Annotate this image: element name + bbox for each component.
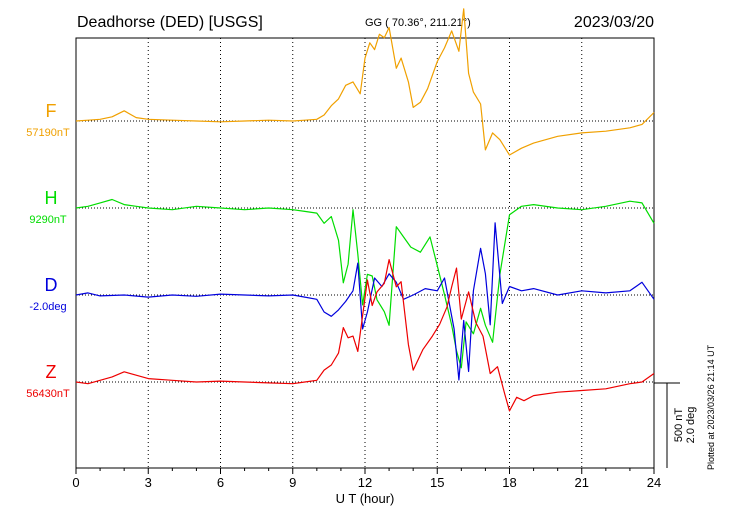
scale-bar: 500 nT 2.0 deg bbox=[654, 382, 697, 468]
series-baseline-h: 9290nT bbox=[29, 214, 67, 226]
scale-bar-deg-label: 2.0 deg bbox=[685, 407, 697, 444]
series-baseline-d: -2.0deg bbox=[29, 301, 66, 313]
x-tick-label: 3 bbox=[145, 475, 152, 490]
series-baseline-f: 57190nT bbox=[26, 127, 70, 139]
date-label: 2023/03/20 bbox=[574, 14, 654, 31]
series-line-f bbox=[75, 8, 655, 156]
x-axis-ticks: 0 3 6 9 12 15 18 21 24 bbox=[72, 468, 661, 490]
x-tick-label: 12 bbox=[358, 475, 372, 490]
x-tick-label: 18 bbox=[502, 475, 516, 490]
x-tick-label: 21 bbox=[575, 475, 589, 490]
series-name-h: H bbox=[45, 188, 58, 208]
x-axis-label: U T (hour) bbox=[336, 491, 395, 506]
plotted-timestamp: Plotted at 2023/03/26 21:14 UT bbox=[706, 344, 716, 470]
series-line-z bbox=[75, 259, 655, 412]
coordinates-label: GG ( 70.36°, 211.21°) bbox=[365, 17, 471, 29]
x-tick-label: 9 bbox=[289, 475, 296, 490]
series-labels: F 57190nT H 9290nT D -2.0deg Z 56430nT bbox=[26, 101, 70, 400]
series-lines bbox=[75, 8, 655, 412]
x-tick-label: 24 bbox=[647, 475, 661, 490]
series-name-d: D bbox=[45, 275, 58, 295]
x-tick-label: 6 bbox=[217, 475, 224, 490]
grid-lines bbox=[147, 38, 583, 468]
x-tick-label: 0 bbox=[72, 475, 79, 490]
x-tick-label: 15 bbox=[430, 475, 444, 490]
series-line-h bbox=[75, 198, 655, 369]
station-title: Deadhorse (DED) [USGS] bbox=[77, 14, 263, 31]
series-name-z: Z bbox=[46, 362, 57, 382]
scale-bar-nt-label: 500 nT bbox=[673, 408, 685, 443]
series-name-f: F bbox=[46, 101, 57, 121]
series-baseline-z: 56430nT bbox=[26, 388, 70, 400]
series-line-d bbox=[75, 222, 655, 381]
